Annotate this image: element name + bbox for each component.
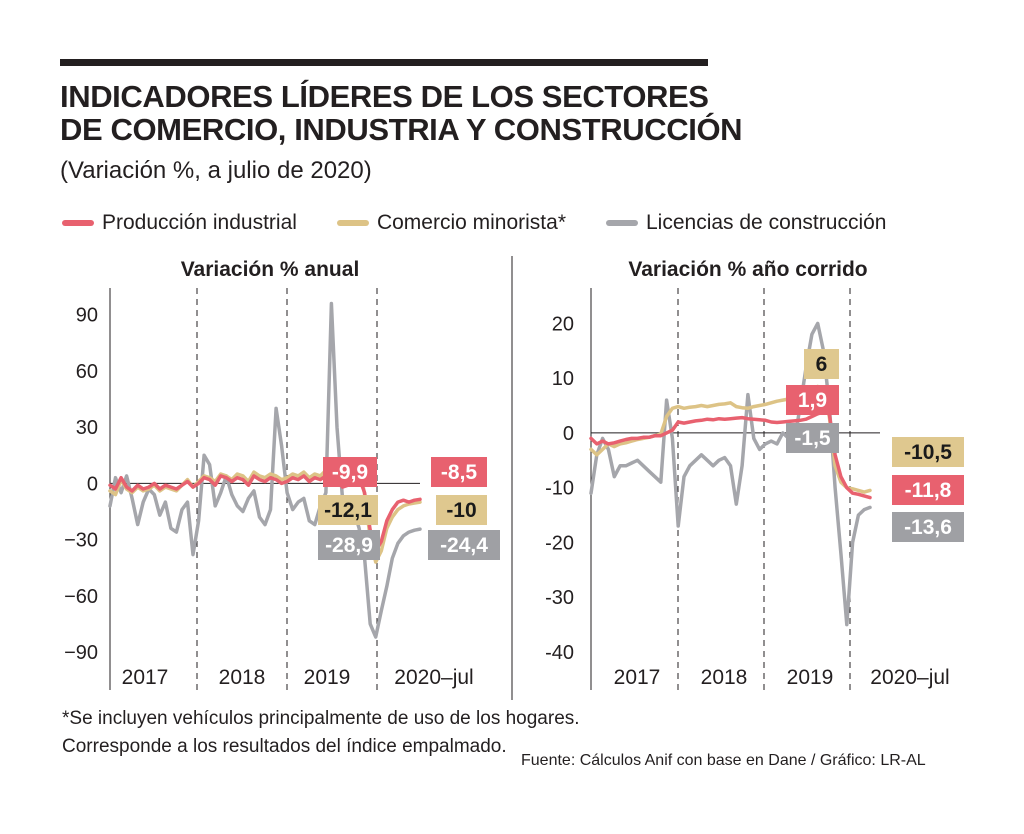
footnote-line-2: Corresponde a los resultados del índice … bbox=[62, 736, 507, 757]
legend-label-licencias: Licencias de construcción bbox=[646, 211, 887, 234]
value-label-text: 6 bbox=[816, 353, 828, 376]
panel-title: Variación % anual bbox=[181, 258, 360, 281]
y-tick-label: −60 bbox=[64, 586, 98, 608]
y-tick-label: 90 bbox=[76, 305, 98, 327]
value-label-box bbox=[318, 495, 378, 525]
y-tick-label: −30 bbox=[64, 530, 98, 552]
legend-item-comercio: Comercio minorista* bbox=[336, 211, 566, 235]
value-label-box bbox=[892, 512, 964, 542]
legend-label-comercio: Comercio minorista* bbox=[376, 211, 566, 234]
legend-item-industrial: Producción industrial bbox=[62, 211, 297, 235]
y-tick-label: -10 bbox=[545, 478, 574, 500]
title-line-2: DE COMERCIO, INDUSTRIA Y CONSTRUCCIÓN bbox=[60, 112, 743, 147]
value-label-text: -11,8 bbox=[905, 479, 952, 502]
footnote-line-1: *Se incluyen vehículos principalmente de… bbox=[62, 708, 580, 729]
value-label-box bbox=[804, 349, 839, 379]
value-label-text: -8,5 bbox=[441, 461, 478, 484]
source-note: Fuente: Cálculos Anif con base en Dane /… bbox=[521, 752, 926, 769]
value-label-text: -13,6 bbox=[904, 516, 952, 539]
footnote: *Se incluyen vehículos principalmente de… bbox=[62, 705, 580, 761]
y-tick-label: 0 bbox=[563, 423, 574, 445]
y-tick-label: -30 bbox=[545, 587, 574, 609]
chart-panel-2: Variación % año corrido 20 10 0 -10 -20 -30 -40… bbox=[545, 258, 964, 690]
value-label-box bbox=[786, 385, 839, 415]
y-tick-label: 0 bbox=[87, 473, 98, 495]
legend-swatch-licencias bbox=[606, 220, 638, 226]
value-label-box bbox=[431, 457, 487, 487]
legend-label-industrial: Producción industrial bbox=[102, 211, 297, 234]
value-label-text: -10 bbox=[446, 499, 476, 522]
x-year-label: 2020–jul bbox=[870, 666, 949, 689]
value-label-text: -9,9 bbox=[332, 461, 368, 484]
x-year-label: 2017 bbox=[122, 666, 169, 689]
y-tick-label: -20 bbox=[545, 532, 574, 554]
y-tick-label: 30 bbox=[76, 417, 98, 439]
legend-swatch-industrial bbox=[62, 220, 94, 226]
x-year-label: 2019 bbox=[787, 666, 834, 689]
y-tick-label: 60 bbox=[76, 361, 98, 383]
legend: Producción industrial Comercio minorista… bbox=[62, 208, 926, 238]
chart-title: INDICADORES LÍDERES DE LOS SECTORES DE C… bbox=[60, 80, 860, 146]
value-label-box bbox=[892, 475, 964, 505]
chart-panel-1: Variación % anual 90 60 30 0 −30 −60 −90 2017 201… bbox=[64, 258, 500, 690]
value-label-box bbox=[318, 530, 380, 560]
x-year-label: 2019 bbox=[304, 666, 351, 689]
panel-title: Variación % año corrido bbox=[628, 258, 867, 281]
x-year-label: 2018 bbox=[219, 666, 266, 689]
chart-subtitle: (Variación %, a julio de 2020) bbox=[60, 157, 372, 184]
y-tick-label: 20 bbox=[552, 313, 574, 335]
value-label-text: -24,4 bbox=[440, 534, 488, 557]
value-label-box bbox=[892, 437, 964, 467]
series-line-licencias bbox=[108, 301, 422, 639]
value-label-box bbox=[428, 530, 500, 560]
value-label-text: -1,5 bbox=[794, 427, 831, 450]
x-year-label: 2017 bbox=[614, 666, 661, 689]
top-rule bbox=[60, 59, 708, 66]
legend-swatch-comercio bbox=[336, 220, 369, 226]
legend-item-licencias: Licencias de construcción bbox=[606, 211, 886, 235]
value-label-text: -28,9 bbox=[325, 534, 373, 557]
y-tick-label: −90 bbox=[64, 642, 98, 664]
value-label-text: 1,9 bbox=[798, 389, 827, 412]
x-year-label: 2018 bbox=[701, 666, 748, 689]
title-line-1: INDICADORES LÍDERES DE LOS SECTORES bbox=[60, 79, 709, 114]
value-label-box bbox=[323, 457, 377, 487]
value-label-box bbox=[436, 495, 487, 525]
x-year-label: 2020–jul bbox=[394, 666, 473, 689]
y-tick-label: 10 bbox=[552, 368, 574, 390]
value-label-text: -12,1 bbox=[324, 499, 372, 522]
value-label-box bbox=[786, 423, 839, 453]
value-label-text: -10,5 bbox=[904, 441, 952, 464]
y-tick-label: -40 bbox=[545, 642, 574, 664]
